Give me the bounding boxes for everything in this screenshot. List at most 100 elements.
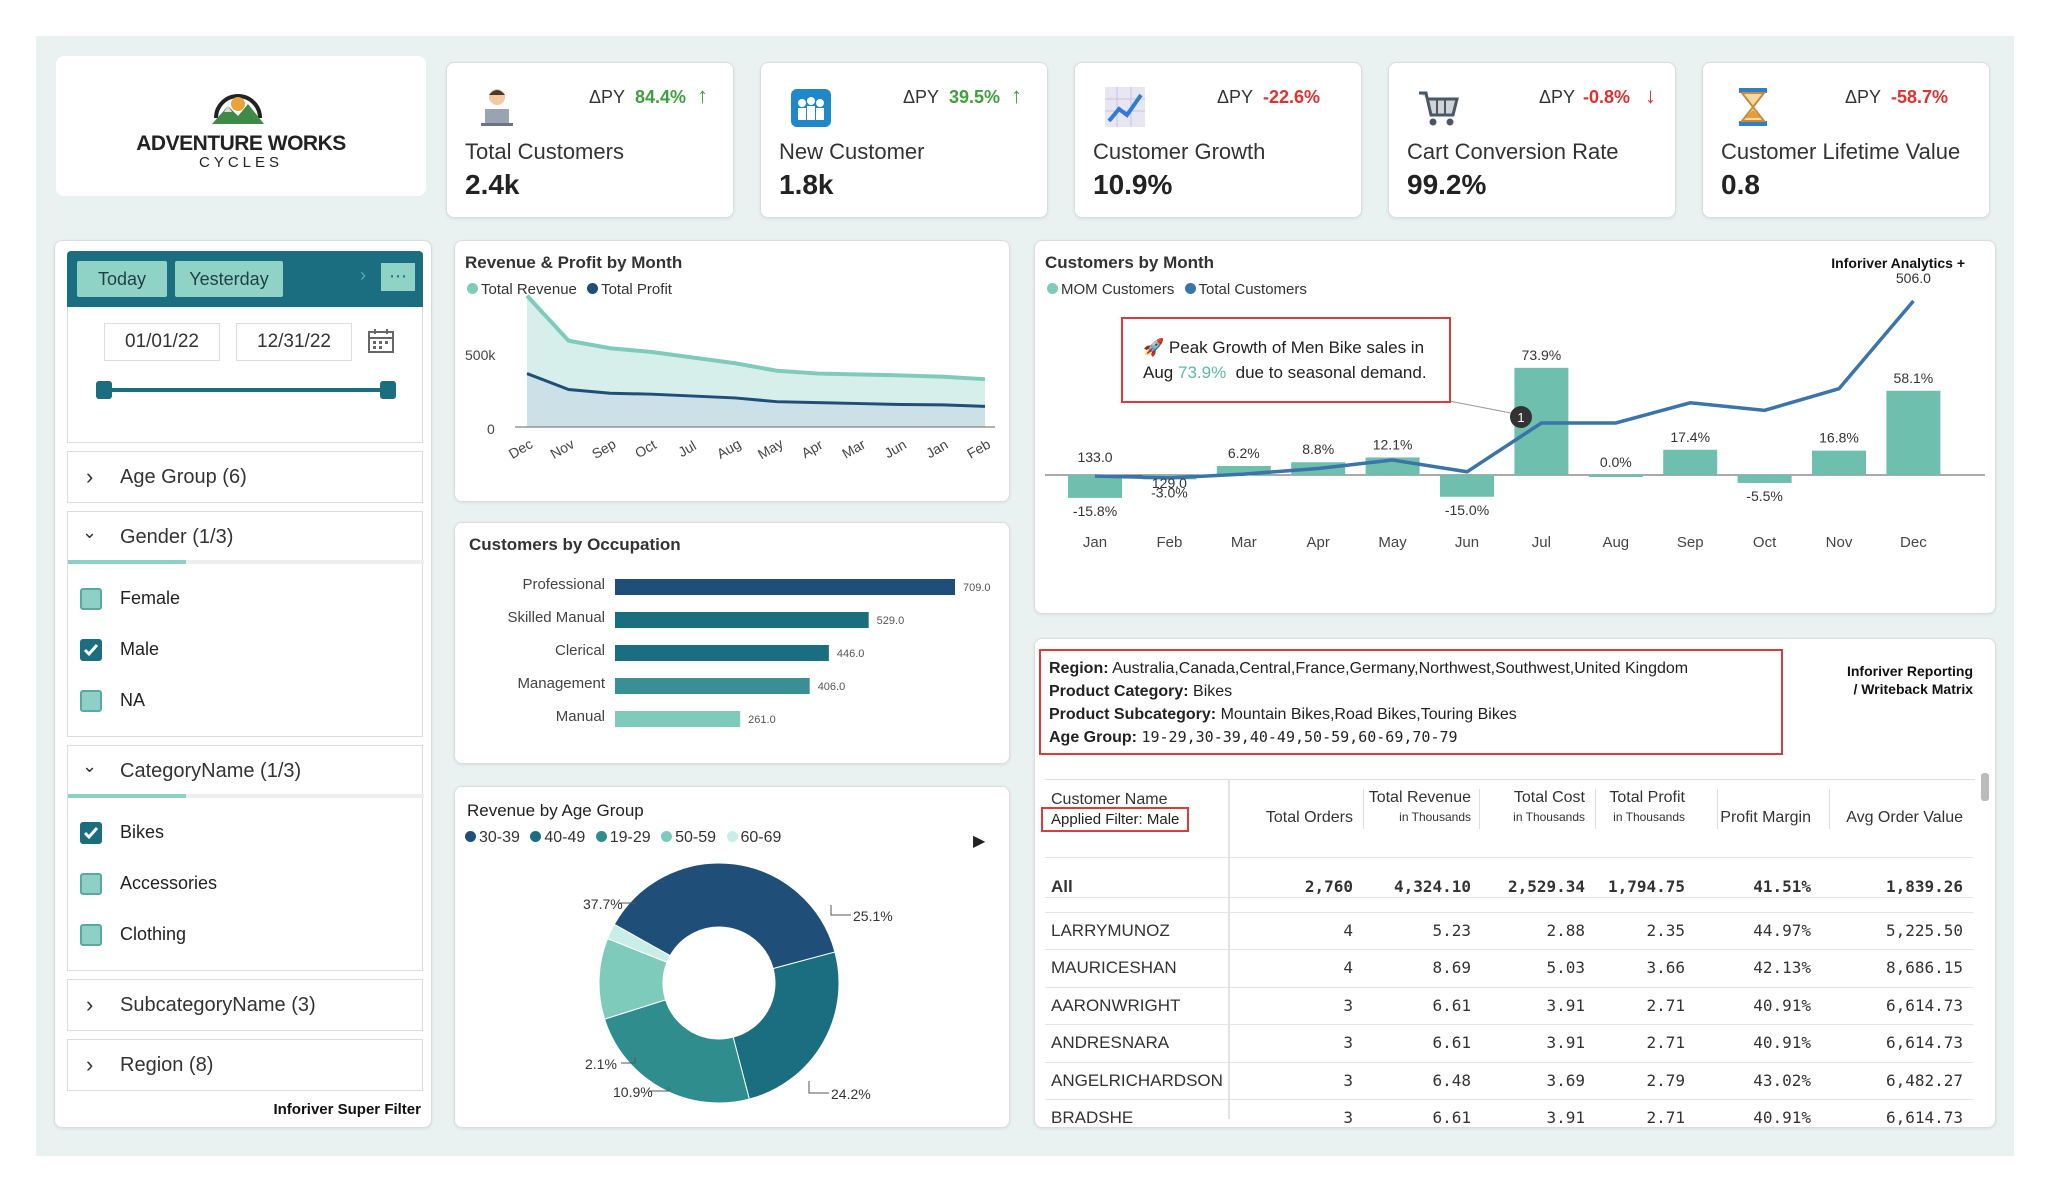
inforiver-analytics-brand: Inforiver Analytics + — [1831, 255, 1965, 271]
category-label[interactable]: CategoryName (1/3) — [120, 760, 302, 782]
value-cell[interactable]: 6.61 — [1432, 995, 1471, 1015]
chevron-down-icon[interactable]: ⌄ — [82, 756, 98, 776]
value-cell[interactable]: 2,760 — [1304, 877, 1353, 896]
value-cell[interactable]: 4 — [1343, 958, 1353, 978]
category-item-bikes[interactable]: Bikes — [68, 808, 428, 858]
column-header[interactable]: Total Cost in Thousands — [1513, 789, 1585, 824]
value-cell[interactable]: 6.61 — [1432, 1033, 1471, 1053]
subcategory-header[interactable]: › SubcategoryName (3) — [67, 979, 423, 1031]
value-cell[interactable]: 6.48 — [1432, 1070, 1471, 1090]
checkbox[interactable] — [80, 690, 102, 712]
row-divider — [1045, 912, 1973, 913]
column-subtitle: in Thousands — [1513, 810, 1585, 824]
value-cell[interactable]: 2.88 — [1546, 921, 1585, 940]
matrix-scrollbar[interactable] — [1981, 773, 1989, 801]
value-cell[interactable]: 42.13% — [1753, 958, 1811, 978]
value-cell[interactable]: 3.91 — [1546, 1033, 1585, 1053]
value-cell[interactable]: 6,614.73 — [1885, 995, 1963, 1015]
bar-label: 17.4% — [1670, 429, 1710, 445]
category-item-accessories[interactable]: Accessories — [68, 859, 428, 909]
value-cell[interactable]: 6,614.73 — [1885, 1108, 1963, 1127]
chevron-right-icon[interactable]: › — [360, 265, 366, 285]
end-date-input[interactable]: 12/31/22 — [236, 323, 352, 361]
value-cell[interactable]: 40.91% — [1753, 1033, 1811, 1053]
x-tick-label: May — [755, 435, 786, 462]
value-cell[interactable]: 5.23 — [1432, 921, 1471, 940]
value-cell[interactable]: 1,794.75 — [1607, 877, 1685, 896]
chevron-down-icon[interactable]: ⌄ — [82, 522, 98, 542]
age-chart-title: Revenue by Age Group — [467, 801, 644, 820]
gender-item-female[interactable]: Female — [68, 574, 428, 624]
customer-name-cell[interactable]: MAURICESHAN — [1051, 958, 1177, 978]
bar-label: -3.0% — [1151, 484, 1188, 500]
legend-next-button[interactable]: ▶ — [973, 833, 986, 850]
column-header[interactable]: Profit Margin — [1720, 809, 1811, 827]
value-cell[interactable]: 2.35 — [1646, 921, 1685, 940]
customer-name-cell[interactable]: AARONWRIGHT — [1051, 995, 1181, 1015]
value-cell[interactable]: 8,686.15 — [1885, 958, 1963, 978]
checkbox[interactable] — [80, 822, 102, 844]
value-cell[interactable]: 3 — [1343, 995, 1353, 1015]
more-options-button[interactable]: ⋯ — [381, 263, 415, 291]
date-slider-track[interactable] — [104, 388, 388, 392]
value-cell[interactable]: 5,225.50 — [1885, 921, 1963, 940]
column-header[interactable]: Total Revenue in Thousands — [1369, 789, 1471, 824]
value-cell[interactable]: 6.61 — [1432, 1108, 1471, 1127]
gender-item-na[interactable]: NA — [68, 676, 428, 726]
calendar-icon[interactable] — [368, 329, 394, 353]
column-divider — [1363, 789, 1364, 829]
column-header[interactable]: Total Orders — [1266, 809, 1353, 827]
checkbox[interactable] — [80, 639, 102, 661]
value-cell[interactable]: 3.69 — [1546, 1070, 1585, 1090]
value-cell[interactable]: 1,839.26 — [1885, 877, 1963, 896]
value-cell[interactable]: 3 — [1343, 1108, 1353, 1127]
value-cell[interactable]: 44.97% — [1753, 921, 1811, 940]
date-slider-end-handle[interactable] — [380, 381, 396, 399]
customer-name-cell[interactable]: LARRYMUNOZ — [1051, 921, 1170, 940]
checkbox[interactable] — [80, 924, 102, 946]
start-date-input[interactable]: 01/01/22 — [104, 323, 220, 361]
value-cell[interactable]: 2.71 — [1646, 1108, 1685, 1127]
value-cell[interactable]: 3 — [1343, 1033, 1353, 1053]
value-cell[interactable]: 4,324.10 — [1393, 877, 1471, 896]
customer-name-cell[interactable]: BRADSHE — [1051, 1108, 1134, 1127]
mom-bar — [1440, 475, 1494, 497]
age-group-label: Age Group (6) — [120, 466, 247, 488]
value-cell[interactable]: 2.71 — [1646, 1033, 1685, 1053]
value-cell[interactable]: 6,614.73 — [1885, 1033, 1963, 1053]
value-cell[interactable]: 2.79 — [1646, 1070, 1685, 1090]
customer-name-cell[interactable]: ANGELRICHARDSON — [1051, 1070, 1223, 1090]
gender-label[interactable]: Gender (1/3) — [120, 526, 234, 548]
value-cell[interactable]: 41.51% — [1753, 877, 1811, 896]
category-item-clothing[interactable]: Clothing — [68, 910, 428, 960]
today-button[interactable]: Today — [77, 261, 167, 297]
age-group-header[interactable]: › Age Group (6) — [67, 451, 423, 503]
value-cell[interactable]: 2,529.34 — [1507, 877, 1585, 896]
bar-label: -15.8% — [1073, 503, 1117, 519]
value-cell[interactable]: 2.71 — [1646, 995, 1685, 1015]
total-row-label[interactable]: All — [1051, 877, 1073, 896]
yesterday-button[interactable]: Yesterday — [175, 261, 283, 297]
value-cell[interactable]: 40.91% — [1753, 995, 1811, 1015]
value-cell[interactable]: 3 — [1343, 1070, 1353, 1090]
value-cell[interactable]: 4 — [1343, 921, 1353, 940]
chevron-right-icon: › — [86, 992, 94, 1017]
column-header[interactable]: Avg Order Value — [1846, 809, 1963, 827]
value-cell[interactable]: 40.91% — [1753, 1108, 1811, 1127]
value-cell[interactable]: 8.69 — [1432, 958, 1471, 978]
gender-item-male[interactable]: Male — [68, 625, 428, 675]
value-cell[interactable]: 6,482.27 — [1885, 1070, 1963, 1090]
region-header[interactable]: › Region (8) — [67, 1039, 423, 1091]
value-cell[interactable]: 3.91 — [1546, 1108, 1585, 1127]
value-cell[interactable]: 3.66 — [1646, 958, 1685, 978]
checkbox[interactable] — [80, 588, 102, 610]
column-header[interactable]: Total Profit in Thousands — [1609, 789, 1685, 824]
column-customer-name[interactable]: Customer Name — [1051, 791, 1168, 808]
value-cell[interactable]: 3.91 — [1546, 995, 1585, 1015]
delta-value: -58.7% — [1891, 87, 1949, 107]
date-slider-start-handle[interactable] — [96, 381, 112, 399]
checkbox[interactable] — [80, 873, 102, 895]
value-cell[interactable]: 43.02% — [1753, 1070, 1811, 1090]
value-cell[interactable]: 5.03 — [1546, 958, 1585, 978]
customer-name-cell[interactable]: ANDRESNARA — [1051, 1033, 1170, 1053]
